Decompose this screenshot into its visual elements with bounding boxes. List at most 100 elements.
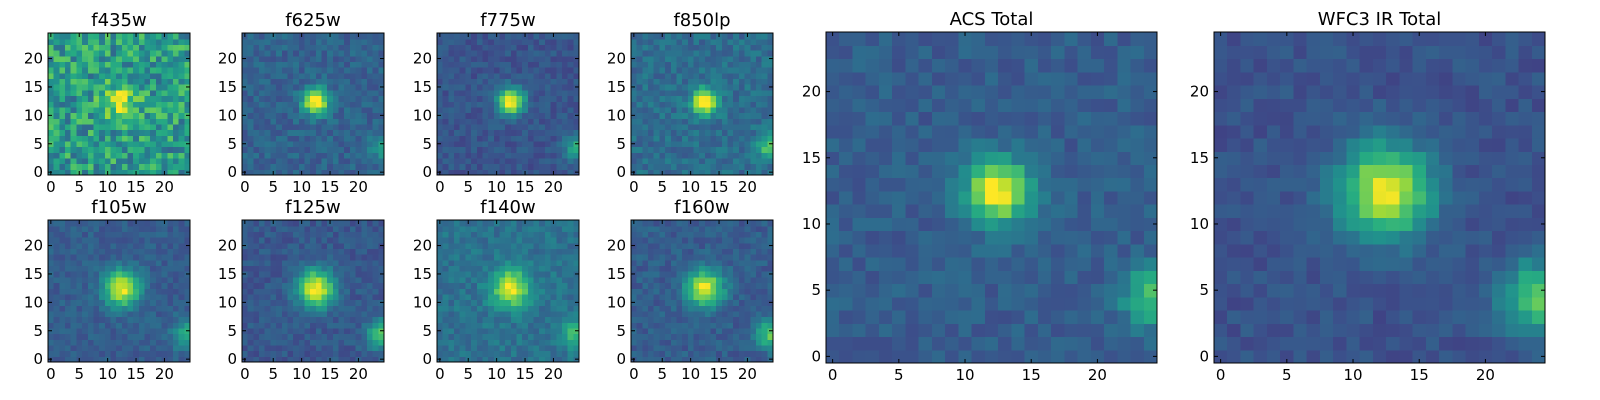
heatmap-cell (699, 123, 706, 131)
heatmap-cell (437, 293, 444, 301)
heatmap-cell (653, 333, 660, 340)
heatmap-cell (755, 61, 763, 68)
heatmap-cell (82, 254, 89, 261)
heatmap-cell (178, 265, 185, 272)
heatmap-cell (448, 61, 455, 68)
heatmap-cell (99, 339, 106, 346)
heatmap-cell (110, 350, 117, 357)
heatmap-cell (53, 237, 60, 244)
heatmap-cell (642, 33, 649, 40)
heatmap-cell (281, 356, 289, 363)
heatmap-cell (150, 140, 157, 148)
heatmap-cell (516, 152, 523, 159)
heatmap-cell (93, 163, 100, 170)
heatmap-cell (259, 33, 266, 40)
heatmap-cell (315, 299, 323, 306)
heatmap-cell (70, 72, 77, 80)
heatmap-cell (665, 282, 672, 289)
heatmap-cell (259, 344, 266, 352)
heatmap-cell (459, 123, 466, 131)
heatmap-cell (539, 265, 546, 272)
heatmap-cell (155, 231, 163, 238)
heatmap-cell (270, 276, 277, 284)
heatmap-cell (270, 310, 277, 318)
heatmap-cell (488, 316, 495, 323)
heatmap-cell (167, 225, 174, 232)
heatmap-cell (372, 254, 379, 261)
heatmap-cell (761, 293, 768, 301)
heatmap-cell (161, 61, 168, 68)
heatmap-cell (744, 72, 751, 80)
heatmap-cell (315, 129, 323, 136)
heatmap-cell (648, 356, 655, 363)
heatmap-cell (287, 33, 294, 40)
heatmap-cell (544, 333, 552, 340)
heatmap-cell (454, 225, 461, 232)
heatmap-cell (454, 327, 461, 335)
heatmap-cell (372, 78, 379, 85)
heatmap-cell (533, 78, 540, 85)
heatmap-cell (482, 225, 489, 232)
heatmap-cell (448, 231, 455, 238)
heatmap-cell (349, 38, 357, 45)
heatmap-cell (366, 101, 374, 108)
heatmap-cell (70, 118, 77, 125)
heatmap-cell (372, 33, 379, 40)
heatmap-cell (648, 157, 655, 165)
heatmap-cell (710, 350, 717, 357)
heatmap-cell (738, 339, 746, 346)
heatmap-cell (99, 157, 106, 165)
heatmap-cell (716, 282, 723, 289)
heatmap-cell (264, 276, 271, 284)
heatmap-cell (631, 129, 638, 136)
heatmap-cell (744, 140, 751, 148)
heatmap-cell (372, 146, 379, 153)
heatmap-cell (642, 293, 649, 301)
heatmap-cell (53, 163, 60, 170)
heatmap-cell (281, 101, 289, 108)
x-tick-label: 20 (349, 178, 368, 196)
heatmap-cell (253, 140, 260, 148)
heatmap-cell (704, 339, 712, 346)
heatmap-cell (493, 44, 501, 51)
heatmap-cell (556, 242, 563, 249)
heatmap-cell (636, 157, 643, 165)
heatmap-cell (144, 299, 151, 306)
heatmap-cell (670, 310, 678, 318)
heatmap-cell (344, 344, 351, 352)
heatmap-cell (704, 61, 712, 68)
heatmap-cell (653, 169, 660, 176)
heatmap-cell (93, 169, 100, 176)
heatmap-cell (349, 225, 357, 232)
heatmap-cell (556, 78, 563, 85)
heatmap-cell (315, 140, 323, 148)
heatmap-cell (178, 84, 185, 91)
heatmap-cell (454, 288, 461, 295)
y-tick-label: 5 (227, 322, 237, 340)
heatmap-cell (338, 61, 345, 68)
heatmap-cell (567, 293, 574, 301)
heatmap-cell (544, 282, 552, 289)
heatmap-cell (471, 50, 478, 57)
heatmap-cell (361, 310, 368, 318)
heatmap-cell (144, 140, 151, 148)
heatmap-cell (247, 95, 254, 102)
heatmap-cell (133, 282, 140, 289)
y-tick-label: 0 (422, 163, 432, 181)
heatmap-cell (738, 327, 746, 335)
heatmap-cell (665, 123, 672, 131)
heatmap-cell (76, 254, 83, 261)
heatmap-cell (281, 276, 289, 284)
heatmap-cell (733, 135, 740, 142)
heatmap-cell (659, 118, 666, 125)
heatmap-cell (287, 293, 294, 301)
heatmap-cell (510, 344, 518, 352)
heatmap-cell (287, 225, 294, 232)
heatmap-cell (315, 101, 323, 108)
heatmap-cell (150, 129, 157, 136)
heatmap-cell (304, 106, 311, 114)
heatmap-cell (82, 135, 89, 142)
heatmap-cell (499, 225, 506, 232)
heatmap-cell (298, 72, 306, 80)
heatmap-cell (544, 129, 552, 136)
